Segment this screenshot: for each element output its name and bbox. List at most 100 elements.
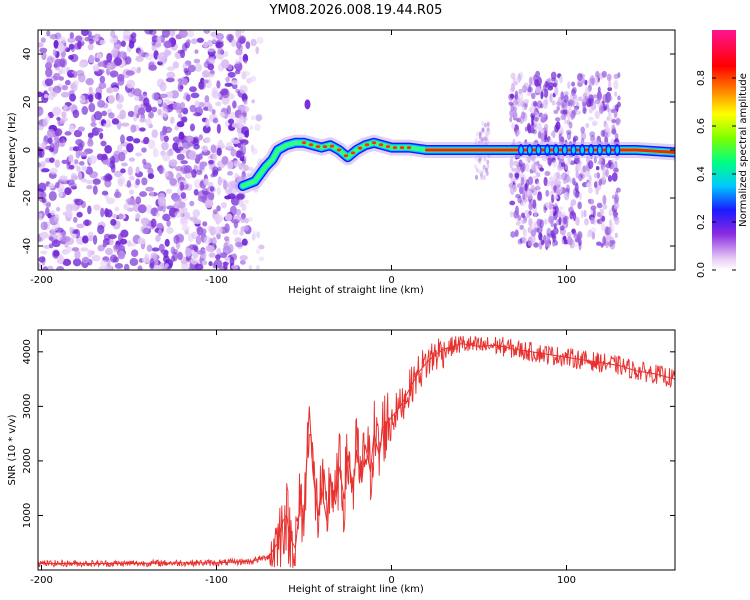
spectrogram-cell xyxy=(596,202,603,209)
spectrogram-cell xyxy=(223,180,228,190)
spectrogram-cell xyxy=(205,73,215,78)
spectrogram-cell xyxy=(191,169,197,178)
spectrogram-cell xyxy=(126,180,132,188)
spectrogram-cell xyxy=(209,226,217,236)
spectrogram-cell xyxy=(92,234,98,245)
spectrogram-cell xyxy=(211,109,216,115)
spectrogram-cell xyxy=(112,43,122,50)
spectrogram-cell xyxy=(230,148,237,157)
spectrogram-cell xyxy=(39,47,48,54)
spectrogram-cell xyxy=(226,104,231,115)
ridge-dot xyxy=(301,141,307,145)
spectrogram-cell xyxy=(588,77,594,86)
spectrogram-cell xyxy=(588,198,595,205)
spectrogram-cell xyxy=(72,109,80,119)
spectrogram-cell xyxy=(69,93,77,102)
spectrogram-cell xyxy=(166,227,174,235)
spectrogram-cell xyxy=(189,123,196,132)
spectrogram-cell xyxy=(568,156,572,164)
spectrogram-cell xyxy=(145,105,153,113)
spectrogram-cell xyxy=(217,47,224,55)
ridge-bead-core xyxy=(597,146,602,154)
spectrogram-cell xyxy=(173,234,180,244)
spectrogram-cell xyxy=(512,99,518,106)
spectrogram-cell xyxy=(202,145,208,153)
spectrogram-cell xyxy=(509,109,514,118)
spectrogram-cell xyxy=(62,258,72,267)
spectrogram-cell xyxy=(56,266,65,270)
spectrogram-cell xyxy=(49,157,55,164)
spectrogram-cell xyxy=(157,222,164,229)
spectrogram-cell xyxy=(192,209,201,218)
spectrogram-cell xyxy=(526,122,531,131)
spectrogram-cell xyxy=(575,156,581,164)
spectrogram-cell xyxy=(203,41,209,48)
spectrogram-cell xyxy=(38,146,43,156)
spectrogram-cell xyxy=(196,226,204,236)
spectrogram-cell xyxy=(532,199,537,209)
spectrogram-cell xyxy=(544,170,551,177)
spectrogram-cell xyxy=(46,265,54,270)
spectrogram-cell xyxy=(217,176,223,186)
spectrogram-cell xyxy=(239,254,248,261)
spectrogram-cell xyxy=(114,263,124,269)
spectrogram-cell xyxy=(144,253,150,262)
spectrogram-cell xyxy=(530,123,534,134)
spectrogram-cell xyxy=(520,202,526,207)
snr-y-tick-label: 3000 xyxy=(22,394,33,419)
spectrogram-cell xyxy=(127,200,137,206)
spectrogram-cell xyxy=(243,99,248,105)
spectrogram-cell xyxy=(226,160,234,170)
spectrogram-cell xyxy=(129,257,139,267)
spectrogram-cell xyxy=(211,236,217,246)
spectrogram-cell xyxy=(227,181,236,191)
spectrogram-cell xyxy=(177,251,183,261)
spectrogram-cell xyxy=(596,212,601,218)
spectrogram-cell xyxy=(96,153,104,161)
spectrogram-cell xyxy=(38,142,42,148)
spectrogram-cell xyxy=(595,165,600,171)
spectrogram-cell xyxy=(109,254,118,263)
spectrogram-cell xyxy=(60,91,70,98)
spectrogram-cell xyxy=(511,122,516,130)
spectrogram-cell xyxy=(527,176,534,186)
spectrogram-cell xyxy=(569,160,576,166)
spectrogram-cell xyxy=(74,250,81,260)
spectrogram-cell xyxy=(605,241,609,249)
spectrogram-cell xyxy=(517,238,523,245)
spectrogram-cell xyxy=(594,76,599,86)
snr-x-axis-label: Height of straight line (km) xyxy=(288,584,424,595)
spectrogram-cell xyxy=(77,143,84,152)
spectrogram-cell xyxy=(162,125,168,136)
spectrogram-cell xyxy=(185,135,194,142)
spectrogram-cell xyxy=(513,110,518,119)
spectrogram-cell xyxy=(57,254,64,264)
spectrogram-cell xyxy=(577,164,582,172)
spectrogram-cell xyxy=(617,95,621,101)
spectrogram-cell xyxy=(536,172,541,178)
spectrogram-cell xyxy=(97,61,104,67)
spectrogram-cell xyxy=(566,131,572,141)
spectrogram-cell xyxy=(179,181,185,192)
spectrogram-cell xyxy=(113,170,123,178)
spectrogram-cell xyxy=(551,194,555,204)
spectrogram-cell xyxy=(219,252,228,259)
spectrogram-cell xyxy=(566,119,571,125)
spectrogram-cell xyxy=(533,122,538,131)
spectrogram-cell xyxy=(219,112,225,117)
spectrogram-cell xyxy=(81,151,88,156)
spectrogram-cell xyxy=(225,76,230,83)
spectrogram-cell xyxy=(223,261,228,270)
spectrogram-cell xyxy=(41,197,47,204)
spectrogram-cell xyxy=(46,56,54,65)
spectrogram-cell xyxy=(540,114,547,121)
spectrogram-cell xyxy=(232,100,237,109)
spectrogram-cell xyxy=(534,185,541,191)
spectrogram-cell xyxy=(591,120,598,127)
spectrogram-cell xyxy=(196,250,206,255)
spectrogram-cell xyxy=(528,217,533,227)
spectrogram-cell xyxy=(594,99,601,105)
spectrogram-cell xyxy=(242,116,247,124)
spectrogram-cell xyxy=(243,70,250,77)
spectrogram-cell xyxy=(562,178,567,185)
